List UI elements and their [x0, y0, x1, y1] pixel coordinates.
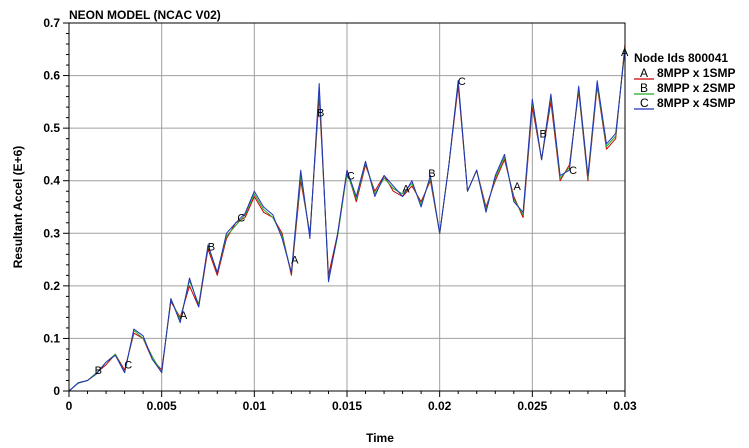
series-marker-b: B: [317, 107, 324, 119]
x-tick-label: 0.025: [517, 399, 547, 413]
series-marker-a: A: [180, 310, 188, 322]
series-marker-c: C: [458, 76, 466, 88]
y-tick-label: 0.5: [43, 121, 60, 135]
legend: A 8MPP x 1SMP B 8MPP x 2SMP C 8MPP x 4SMP: [634, 66, 735, 110]
y-tick-label: 0.6: [43, 69, 60, 83]
series-marker-b: B: [208, 241, 215, 253]
y-tick-label: 0.3: [43, 226, 60, 240]
y-tick-label: 0.2: [43, 279, 60, 293]
x-tick-label: 0.01: [243, 399, 267, 413]
legend-letter: B: [640, 81, 648, 95]
series-marker-c: C: [237, 213, 245, 225]
y-axis-label: Resultant Accel (E+6): [11, 146, 25, 269]
x-axis-label: Time: [366, 431, 394, 445]
y-tick-label: 0.1: [43, 331, 60, 345]
chart-title: NEON MODEL (NCAC V02): [69, 8, 221, 22]
x-tick-label: 0.015: [332, 399, 362, 413]
series-marker-a: A: [291, 255, 299, 267]
series-line-c: [68, 49, 626, 392]
series-marker-c: C: [569, 165, 577, 177]
legend-title: Node Ids 800041: [634, 51, 728, 65]
x-tick-label: 0.02: [428, 399, 452, 413]
x-tick-label: 0: [66, 399, 73, 413]
series-group: [68, 43, 626, 392]
x-tick-label: 0.005: [147, 399, 177, 413]
legend-label: 8MPP x 1SMP: [657, 66, 735, 80]
y-tick-label: 0.4: [43, 174, 60, 188]
legend-label: 8MPP x 2SMP: [657, 81, 735, 95]
series-marker-c: C: [347, 170, 355, 182]
series-marker-b: B: [428, 168, 435, 180]
x-ticks: 0 0.005 0.01 0.015 0.02 0.025 0.03: [66, 391, 637, 413]
series-marker-a: A: [402, 184, 410, 196]
x-tick-label: 0.03: [613, 399, 637, 413]
y-tick-label: 0.7: [43, 16, 60, 30]
y-tick-label: 0: [53, 384, 60, 398]
grid: [69, 23, 625, 391]
y-ticks: 0 0.1 0.2 0.3 0.4 0.5 0.6 0.7: [43, 16, 69, 398]
legend-letter: C: [640, 96, 649, 110]
series-marker-b: B: [95, 365, 102, 377]
series-marker-b: B: [539, 128, 546, 140]
series-marker-a: A: [514, 181, 522, 193]
legend-label: 8MPP x 4SMP: [657, 96, 735, 110]
legend-letter: A: [640, 66, 648, 80]
series-marker-c: C: [124, 360, 132, 372]
